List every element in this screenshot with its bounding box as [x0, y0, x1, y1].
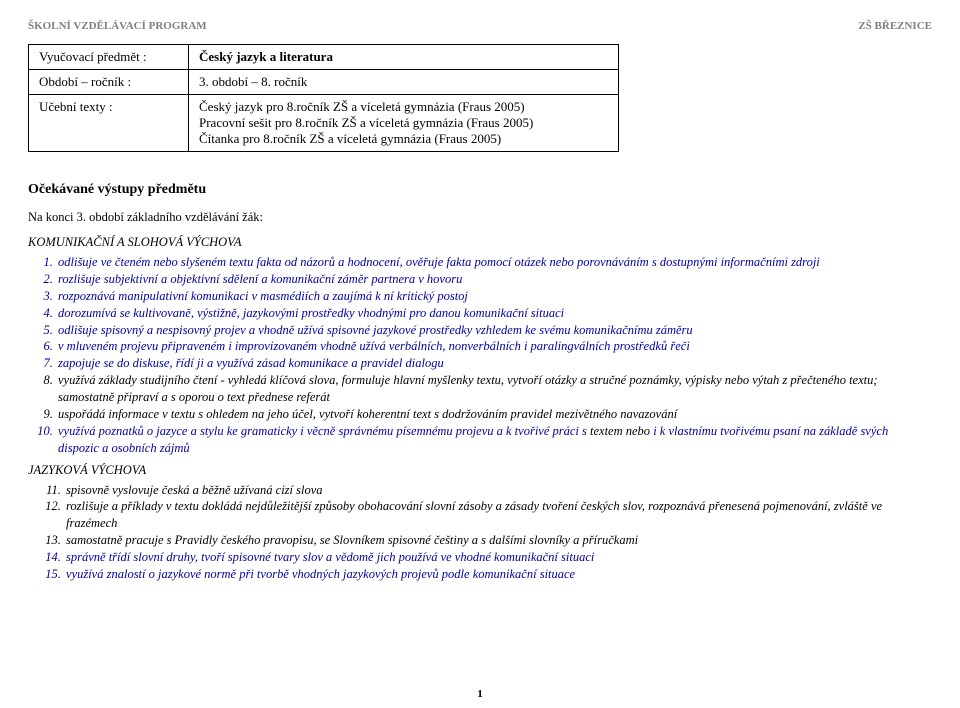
info-table-row: Vyučovací předmět :Český jazyk a literat…: [29, 45, 619, 70]
section2-heading: JAZYKOVÁ VÝCHOVA: [28, 463, 932, 478]
outcome-item: rozlišuje a příklady v textu dokládá nej…: [64, 498, 932, 532]
expected-outcomes-subline: Na konci 3. období základního vzdělávání…: [28, 210, 932, 225]
expected-outcomes-heading: Očekávané výstupy předmětu: [28, 182, 932, 198]
outcome-item: v mluveném projevu připraveném i improvi…: [56, 338, 932, 355]
outcome-item: odlišuje ve čteném nebo slyšeném textu f…: [56, 254, 932, 271]
outcome-item: využívá základy studijního čtení - vyhle…: [56, 372, 932, 406]
header-left: ŠKOLNÍ VZDĚLÁVACÍ PROGRAM: [28, 20, 207, 32]
outcome-item: spisovně vyslovuje česká a běžně užívaná…: [64, 482, 932, 499]
info-table: Vyučovací předmět :Český jazyk a literat…: [28, 44, 619, 152]
outcome-item: využívá poznatků o jazyce a stylu ke gra…: [56, 423, 932, 457]
info-label-cell: Období – ročník :: [29, 70, 189, 95]
header-right: ZŠ BŘEZNICE: [858, 20, 932, 32]
info-value-cell: 3. období – 8. ročník: [189, 70, 619, 95]
page-header: ŠKOLNÍ VZDĚLÁVACÍ PROGRAM ZŠ BŘEZNICE: [28, 20, 932, 32]
outcome-item: rozlišuje subjektivní a objektivní sděle…: [56, 271, 932, 288]
outcome-item: využívá znalostí o jazykové normě při tv…: [64, 566, 932, 583]
outcome-item: odlišuje spisovný a nespisovný projev a …: [56, 322, 932, 339]
section1-heading: KOMUNIKAČNÍ A SLOHOVÁ VÝCHOVA: [28, 235, 932, 250]
info-label-cell: Vyučovací předmět :: [29, 45, 189, 70]
outcome-item: správně třídí slovní druhy, tvoří spisov…: [64, 549, 932, 566]
info-value-cell: Český jazyk a literatura: [189, 45, 619, 70]
section1-list: odlišuje ve čteném nebo slyšeném textu f…: [28, 254, 932, 457]
info-table-row: Učební texty :Český jazyk pro 8.ročník Z…: [29, 95, 619, 152]
outcome-item: zapojuje se do diskuse, řídí ji a využív…: [56, 355, 932, 372]
info-value-cell: Český jazyk pro 8.ročník ZŠ a víceletá g…: [189, 95, 619, 152]
info-table-row: Období – ročník :3. období – 8. ročník: [29, 70, 619, 95]
outcome-item: uspořádá informace v textu s ohledem na …: [56, 406, 932, 423]
outcome-item: samostatně pracuje s Pravidly českého pr…: [64, 532, 932, 549]
page-number: 1: [477, 688, 483, 700]
outcome-item: dorozumívá se kultivovaně, výstižně, jaz…: [56, 305, 932, 322]
info-label-cell: Učební texty :: [29, 95, 189, 152]
outcome-item: rozpoznává manipulativní komunikaci v ma…: [56, 288, 932, 305]
section2-list: spisovně vyslovuje česká a běžně užívaná…: [28, 482, 932, 583]
